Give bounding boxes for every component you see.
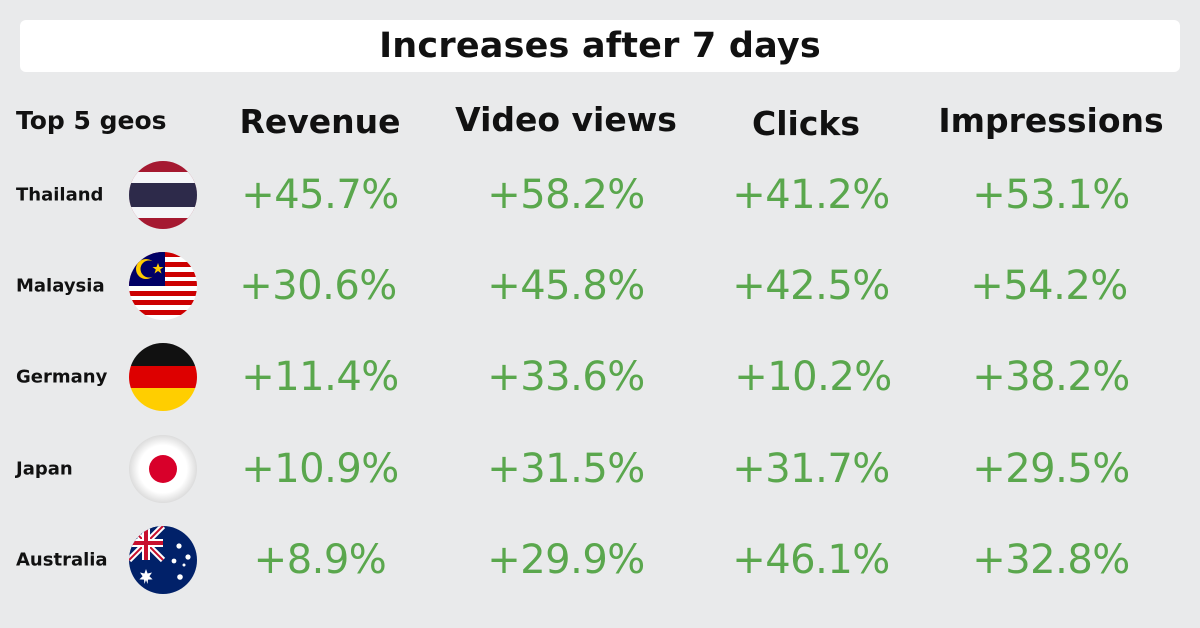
- germany-flag-icon: [129, 343, 197, 411]
- video-views-value: +45.8%: [487, 263, 645, 309]
- title-banner: Increases after 7 days: [20, 20, 1180, 72]
- revenue-value: +30.6%: [239, 263, 397, 309]
- table-row: Malaysia +30.6% +45.8% +42.5% +54.2%: [0, 246, 1200, 326]
- country-name: Australia: [16, 549, 108, 571]
- thailand-flag-icon: [129, 161, 197, 229]
- page-title: Increases after 7 days: [379, 26, 821, 66]
- header-top-geos: Top 5 geos: [16, 106, 167, 135]
- clicks-value: +10.2%: [734, 354, 892, 400]
- video-views-value: +29.9%: [487, 537, 645, 583]
- video-views-value: +58.2%: [487, 172, 645, 218]
- table-row: Germany +11.4% +33.6% +10.2% +38.2%: [0, 337, 1200, 417]
- table-row: Thailand +45.7% +58.2% +41.2% +53.1%: [0, 155, 1200, 235]
- header-clicks: Clicks: [752, 104, 860, 143]
- country-name: Malaysia: [16, 275, 105, 297]
- header-video-views: Video views: [455, 100, 677, 139]
- header-impressions: Impressions: [938, 101, 1164, 140]
- impressions-value: +32.8%: [972, 537, 1130, 583]
- malaysia-flag-icon: [129, 252, 197, 320]
- video-views-value: +31.5%: [487, 446, 645, 492]
- country-name: Thailand: [16, 184, 104, 206]
- table-row: Japan +10.9% +31.5% +31.7% +29.5%: [0, 429, 1200, 509]
- clicks-value: +46.1%: [732, 537, 890, 583]
- clicks-value: +41.2%: [732, 172, 890, 218]
- revenue-value: +11.4%: [241, 354, 399, 400]
- revenue-value: +10.9%: [241, 446, 399, 492]
- impressions-value: +29.5%: [972, 446, 1130, 492]
- country-name: Japan: [16, 458, 73, 480]
- impressions-value: +38.2%: [972, 354, 1130, 400]
- revenue-value: +8.9%: [253, 537, 387, 583]
- clicks-value: +31.7%: [732, 446, 890, 492]
- country-name: Germany: [16, 366, 108, 388]
- header-revenue: Revenue: [239, 102, 401, 141]
- japan-flag-icon: [129, 435, 197, 503]
- revenue-value: +45.7%: [241, 172, 399, 218]
- video-views-value: +33.6%: [487, 354, 645, 400]
- clicks-value: +42.5%: [732, 263, 890, 309]
- australia-flag-icon: [129, 526, 197, 594]
- table-row: Australia +8.9% +29.9% +46.1% +32.8%: [0, 520, 1200, 600]
- impressions-value: +54.2%: [970, 263, 1128, 309]
- impressions-value: +53.1%: [972, 172, 1130, 218]
